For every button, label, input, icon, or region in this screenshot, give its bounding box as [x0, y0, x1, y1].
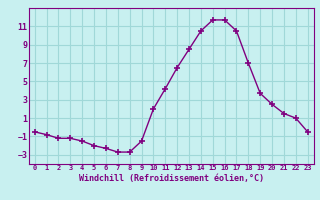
X-axis label: Windchill (Refroidissement éolien,°C): Windchill (Refroidissement éolien,°C) [79, 174, 264, 183]
